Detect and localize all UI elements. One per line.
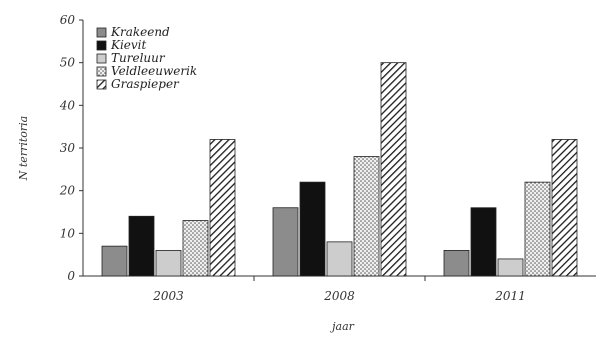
y-tick-label: 30 (60, 141, 76, 155)
x-tick-label: 2011 (494, 289, 526, 303)
bar-veldleeuwerik-2008 (353, 156, 380, 277)
legend-swatch-veldleeuwerik (96, 66, 107, 77)
y-tick-label: 0 (67, 269, 75, 283)
bar-kievit-2008 (299, 181, 326, 277)
bar-veldleeuwerik-2003 (182, 220, 209, 277)
y-tick-label: 40 (59, 98, 76, 112)
bar-tureluur-2003 (155, 249, 182, 277)
bar-graspieper-2011 (551, 139, 578, 277)
y-tick-label: 50 (60, 56, 76, 70)
bar-veldleeuwerik-2011 (524, 181, 551, 277)
x-tick-label: 2008 (323, 289, 355, 303)
tick-labels: 0 10 20 30 40 50 60 2003 2008 2011 (59, 13, 526, 303)
legend-swatch-krakeend (96, 27, 107, 38)
legend-label-kievit: Kievit (110, 38, 147, 52)
bar-tureluur-2011 (497, 258, 524, 277)
legend-label-graspieper: Graspieper (111, 77, 180, 91)
bar-krakeend-2008 (272, 207, 299, 277)
bar-kievit-2011 (470, 207, 497, 277)
bar-graspieper-2003 (209, 139, 236, 277)
bars (101, 62, 578, 277)
legend: KrakeendKievitTureluurVeldleeuwerikGrasp… (96, 25, 197, 91)
y-tick-label: 60 (60, 13, 76, 27)
bar-tureluur-2008 (326, 241, 353, 277)
y-axis-title: N territoria (17, 116, 30, 181)
x-tick-label: 2003 (152, 289, 184, 303)
legend-swatch-graspieper (96, 79, 107, 90)
legend-label-tureluur: Tureluur (111, 51, 166, 65)
bar-graspieper-2008 (380, 62, 407, 277)
bar-kievit-2003 (128, 215, 155, 277)
bar-krakeend-2011 (443, 249, 470, 277)
legend-label-veldleeuwerik: Veldleeuwerik (111, 64, 197, 78)
legend-swatch-kievit (96, 40, 107, 51)
legend-label-krakeend: Krakeend (110, 25, 170, 39)
y-tick-label: 10 (60, 226, 76, 240)
y-tick-label: 20 (59, 184, 76, 198)
legend-swatch-tureluur (96, 53, 107, 64)
bar-krakeend-2003 (101, 245, 128, 277)
x-axis-title: jaar (329, 320, 355, 333)
